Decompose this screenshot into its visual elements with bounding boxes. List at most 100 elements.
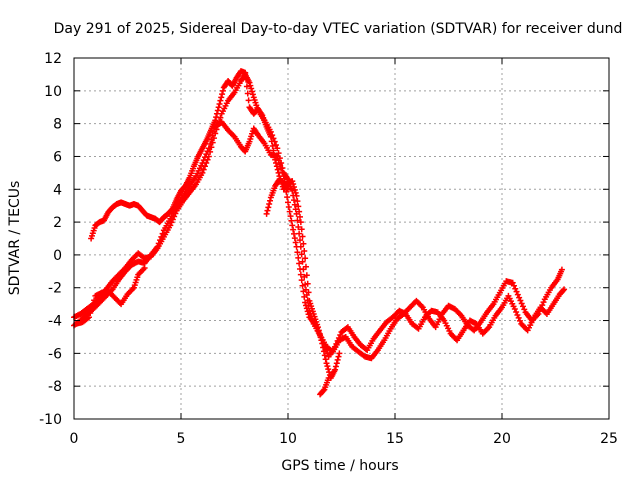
track-c-point (243, 76, 250, 83)
track-b-point (289, 222, 296, 229)
track-c-point (269, 142, 276, 149)
track-c-point (217, 97, 224, 104)
track-a-point (558, 266, 565, 273)
track-c-point (300, 240, 307, 247)
track-a-point (296, 230, 303, 237)
x-tick-label: 20 (493, 431, 511, 447)
track-c-point (214, 107, 221, 114)
track-c-point (334, 356, 341, 363)
track-c-point (297, 219, 304, 226)
track-c-point (216, 100, 223, 107)
track-b-point (513, 309, 520, 316)
y-tick-label: 0 (53, 248, 62, 264)
track-c-point (320, 344, 327, 351)
track-b-point (303, 305, 310, 312)
track-c-point (275, 169, 282, 176)
track-a-point (291, 201, 298, 208)
track-b-point (560, 287, 567, 294)
track-c-point (315, 327, 322, 334)
track-c-point (213, 114, 220, 121)
track-c-point (274, 166, 281, 173)
data-points (71, 68, 568, 398)
track-b-point (298, 277, 305, 284)
track-b-point (514, 311, 521, 318)
track-a-point (199, 169, 206, 176)
track-c-point (324, 363, 331, 370)
track-c-point (268, 138, 275, 145)
track-a-point (274, 145, 281, 152)
track-c-point (302, 255, 309, 262)
y-tick-label: 8 (53, 117, 62, 133)
track-c-point (295, 203, 302, 210)
track-d-point (263, 210, 270, 217)
track-d-point (264, 207, 271, 214)
track-a-point (514, 291, 521, 298)
track-c-point (318, 337, 325, 344)
track-b-point (515, 314, 522, 321)
track-c-point (245, 97, 252, 104)
track-b-point (205, 145, 212, 152)
track-d-point (141, 265, 148, 272)
track-c-point (305, 289, 312, 296)
track-b-point (294, 249, 301, 256)
track-a-point (294, 217, 301, 224)
y-tick-label: 10 (44, 84, 62, 100)
track-c-point (215, 104, 222, 111)
track-b-point (295, 254, 302, 261)
track-c-point (270, 147, 277, 154)
track-b-point (300, 288, 307, 295)
track-c-point (293, 192, 300, 199)
track-b-point (290, 230, 297, 237)
track-a-point (298, 251, 305, 258)
track-c-point (299, 233, 306, 240)
track-c-point (296, 208, 303, 215)
track-b-point (302, 302, 309, 309)
y-tick-label: 4 (53, 182, 62, 198)
y-tick-label: 12 (44, 51, 62, 67)
track-c-point (326, 369, 333, 376)
track-b-point (291, 235, 298, 242)
chart-title: Day 291 of 2025, Sidereal Day-to-day VTE… (54, 21, 623, 37)
track-b-point (299, 282, 306, 289)
y-tick-label: -6 (48, 346, 62, 362)
track-c-point (290, 183, 297, 190)
y-tick-label: -10 (39, 412, 62, 428)
y-tick-label: 2 (53, 215, 62, 231)
track-c-point (325, 366, 332, 373)
axis-ticks: 0 5 10 15 20 25 -10 -8 -6 -4 -2 0 2 4 6 8 10 12 (39, 51, 618, 447)
track-c-point (333, 360, 340, 367)
track-c-point (301, 247, 308, 254)
track-c-point (292, 189, 299, 196)
track-d-point (85, 314, 92, 321)
track-a-point (248, 85, 255, 92)
track-b-point (288, 217, 295, 224)
track-b-point (305, 311, 312, 318)
track-a-point (273, 141, 280, 148)
track-c-point (219, 91, 226, 98)
track-b-point (290, 226, 297, 233)
track-c-point (289, 178, 296, 185)
track-c-point (323, 360, 330, 367)
track-b-point (301, 293, 308, 300)
track-c-point (320, 348, 327, 355)
track-c-point (302, 263, 309, 270)
track-c-point (244, 90, 251, 97)
x-axis-label: GPS time / hours (281, 458, 398, 474)
track-d-point (91, 297, 98, 304)
track-c-point (273, 160, 280, 167)
track-b-point (286, 208, 293, 215)
x-tick-label: 25 (600, 431, 618, 447)
track-c-point (298, 226, 305, 233)
y-tick-label: -2 (48, 281, 62, 297)
track-b-point (293, 243, 300, 250)
track-c-point (271, 152, 278, 159)
track-b-point (296, 260, 303, 267)
track-c-point (317, 333, 324, 340)
plot-frame (73, 57, 610, 420)
track-a-point (512, 285, 519, 292)
track-a-point (295, 224, 302, 231)
track-c-point (294, 198, 301, 205)
track-c-point (290, 181, 297, 188)
track-b-point (154, 243, 161, 250)
track-a-point (299, 258, 306, 265)
